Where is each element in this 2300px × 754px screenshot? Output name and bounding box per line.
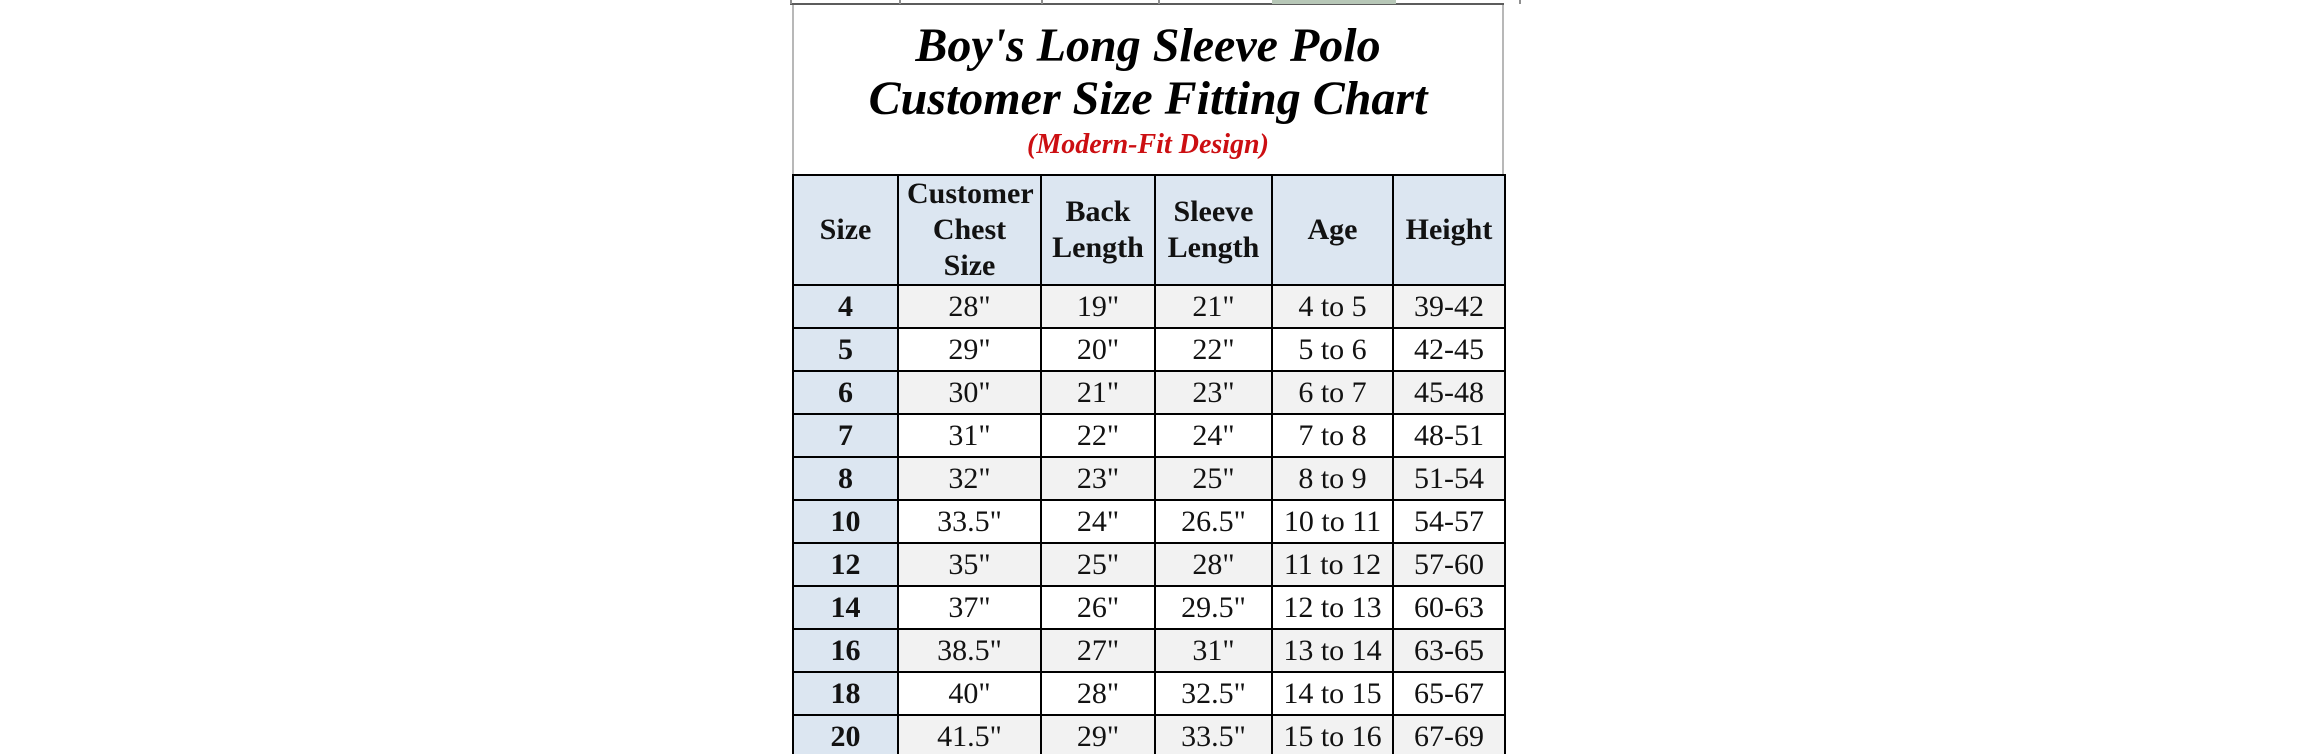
sheet-gridline-tick — [1519, 0, 1521, 4]
value-cell: 48-51 — [1392, 413, 1506, 458]
value-cell: 29" — [1040, 714, 1156, 754]
value-cell: 24" — [1154, 413, 1273, 458]
sheet-gridline-tick — [790, 0, 792, 4]
value-cell: 5 to 6 — [1271, 327, 1394, 372]
value-cell: 37" — [897, 585, 1042, 630]
value-cell: 30" — [897, 370, 1042, 415]
value-cell: 12 to 13 — [1271, 585, 1394, 630]
table-row-size-16: 16 38.5" 27" 31" 13 to 14 63-65 — [792, 628, 1506, 673]
value-cell: 21" — [1154, 284, 1273, 329]
size-cell: 4 — [792, 284, 899, 329]
size-chart-table: Size Customer Chest Size Back Length Sleeve… — [792, 174, 1506, 754]
value-cell: 41.5" — [897, 714, 1042, 754]
size-cell: 16 — [792, 628, 899, 673]
value-cell: 4 to 5 — [1271, 284, 1394, 329]
sheet-green-cell — [1272, 0, 1396, 4]
chart-title-line-2: Customer Size Fitting Chart — [868, 72, 1428, 125]
column-header-size: Size — [792, 174, 899, 286]
column-header-customer-chest-size: Customer Chest Size — [897, 174, 1042, 286]
table-row-size-14: 14 37" 26" 29.5" 12 to 13 60-63 — [792, 585, 1506, 630]
sheet-gridline-tick — [1041, 0, 1043, 4]
value-cell: 39-42 — [1392, 284, 1506, 329]
value-cell: 28" — [1040, 671, 1156, 716]
size-cell: 10 — [792, 499, 899, 544]
table-row-size-5: 5 29" 20" 22" 5 to 6 42-45 — [792, 327, 1506, 372]
sheet-gridline-tick — [1158, 0, 1160, 4]
size-cell: 8 — [792, 456, 899, 501]
value-cell: 28" — [1154, 542, 1273, 587]
value-cell: 27" — [1040, 628, 1156, 673]
header-row: Size Customer Chest Size Back Length Sleeve… — [792, 174, 1506, 286]
table-row-size-10: 10 33.5" 24" 26.5" 10 to 11 54-57 — [792, 499, 1506, 544]
chart-title-line-1: Boy's Long Sleeve Polo — [915, 19, 1381, 72]
value-cell: 13 to 14 — [1271, 628, 1394, 673]
table-row-size-12: 12 35" 25" 28" 11 to 12 57-60 — [792, 542, 1506, 587]
size-cell: 18 — [792, 671, 899, 716]
value-cell: 35" — [897, 542, 1042, 587]
value-cell: 54-57 — [1392, 499, 1506, 544]
value-cell: 26.5" — [1154, 499, 1273, 544]
value-cell: 22" — [1154, 327, 1273, 372]
column-header-age: Age — [1271, 174, 1394, 286]
value-cell: 20" — [1040, 327, 1156, 372]
value-cell: 32" — [897, 456, 1042, 501]
table-row-size-8: 8 32" 23" 25" 8 to 9 51-54 — [792, 456, 1506, 501]
value-cell: 23" — [1040, 456, 1156, 501]
value-cell: 57-60 — [1392, 542, 1506, 587]
table-row-size-18: 18 40" 28" 32.5" 14 to 15 65-67 — [792, 671, 1506, 716]
value-cell: 25" — [1040, 542, 1156, 587]
value-cell: 33.5" — [1154, 714, 1273, 754]
size-cell: 5 — [792, 327, 899, 372]
table-row-size-4: 4 28" 19" 21" 4 to 5 39-42 — [792, 284, 1506, 329]
column-header-sleeve-length: Sleeve Length — [1154, 174, 1273, 286]
value-cell: 14 to 15 — [1271, 671, 1394, 716]
value-cell: 60-63 — [1392, 585, 1506, 630]
value-cell: 31" — [897, 413, 1042, 458]
value-cell: 63-65 — [1392, 628, 1506, 673]
value-cell: 7 to 8 — [1271, 413, 1394, 458]
value-cell: 19" — [1040, 284, 1156, 329]
value-cell: 32.5" — [1154, 671, 1273, 716]
column-header-height: Height — [1392, 174, 1506, 286]
sheet-gridline-tick — [899, 0, 901, 4]
value-cell: 51-54 — [1392, 456, 1506, 501]
title-block: Boy's Long Sleeve Polo Customer Size Fit… — [792, 5, 1504, 174]
value-cell: 42-45 — [1392, 327, 1506, 372]
value-cell: 22" — [1040, 413, 1156, 458]
table-row-size-20: 20 41.5" 29" 33.5" 15 to 16 67-69 — [792, 714, 1506, 754]
size-cell: 20 — [792, 714, 899, 754]
value-cell: 67-69 — [1392, 714, 1506, 754]
fitting-chart: Boy's Long Sleeve Polo Customer Size Fit… — [792, 5, 1506, 754]
value-cell: 65-67 — [1392, 671, 1506, 716]
value-cell: 10 to 11 — [1271, 499, 1394, 544]
size-cell: 12 — [792, 542, 899, 587]
size-cell: 14 — [792, 585, 899, 630]
value-cell: 26" — [1040, 585, 1156, 630]
value-cell: 11 to 12 — [1271, 542, 1394, 587]
chart-subtitle: (Modern-Fit Design) — [1027, 129, 1269, 160]
column-header-back-length: Back Length — [1040, 174, 1156, 286]
value-cell: 38.5" — [897, 628, 1042, 673]
value-cell: 25" — [1154, 456, 1273, 501]
value-cell: 15 to 16 — [1271, 714, 1394, 754]
value-cell: 45-48 — [1392, 370, 1506, 415]
value-cell: 31" — [1154, 628, 1273, 673]
value-cell: 40" — [897, 671, 1042, 716]
sheet-top-border — [790, 3, 1504, 5]
value-cell: 29.5" — [1154, 585, 1273, 630]
value-cell: 6 to 7 — [1271, 370, 1394, 415]
table-body: 4 28" 19" 21" 4 to 5 39-42 5 29" 20" 22" 5 to 6 42-… — [792, 284, 1506, 754]
value-cell: 8 to 9 — [1271, 456, 1394, 501]
table-row-size-7: 7 31" 22" 24" 7 to 8 48-51 — [792, 413, 1506, 458]
table-row-size-6: 6 30" 21" 23" 6 to 7 45-48 — [792, 370, 1506, 415]
value-cell: 33.5" — [897, 499, 1042, 544]
value-cell: 21" — [1040, 370, 1156, 415]
value-cell: 28" — [897, 284, 1042, 329]
value-cell: 24" — [1040, 499, 1156, 544]
size-cell: 7 — [792, 413, 899, 458]
size-cell: 6 — [792, 370, 899, 415]
value-cell: 23" — [1154, 370, 1273, 415]
value-cell: 29" — [897, 327, 1042, 372]
